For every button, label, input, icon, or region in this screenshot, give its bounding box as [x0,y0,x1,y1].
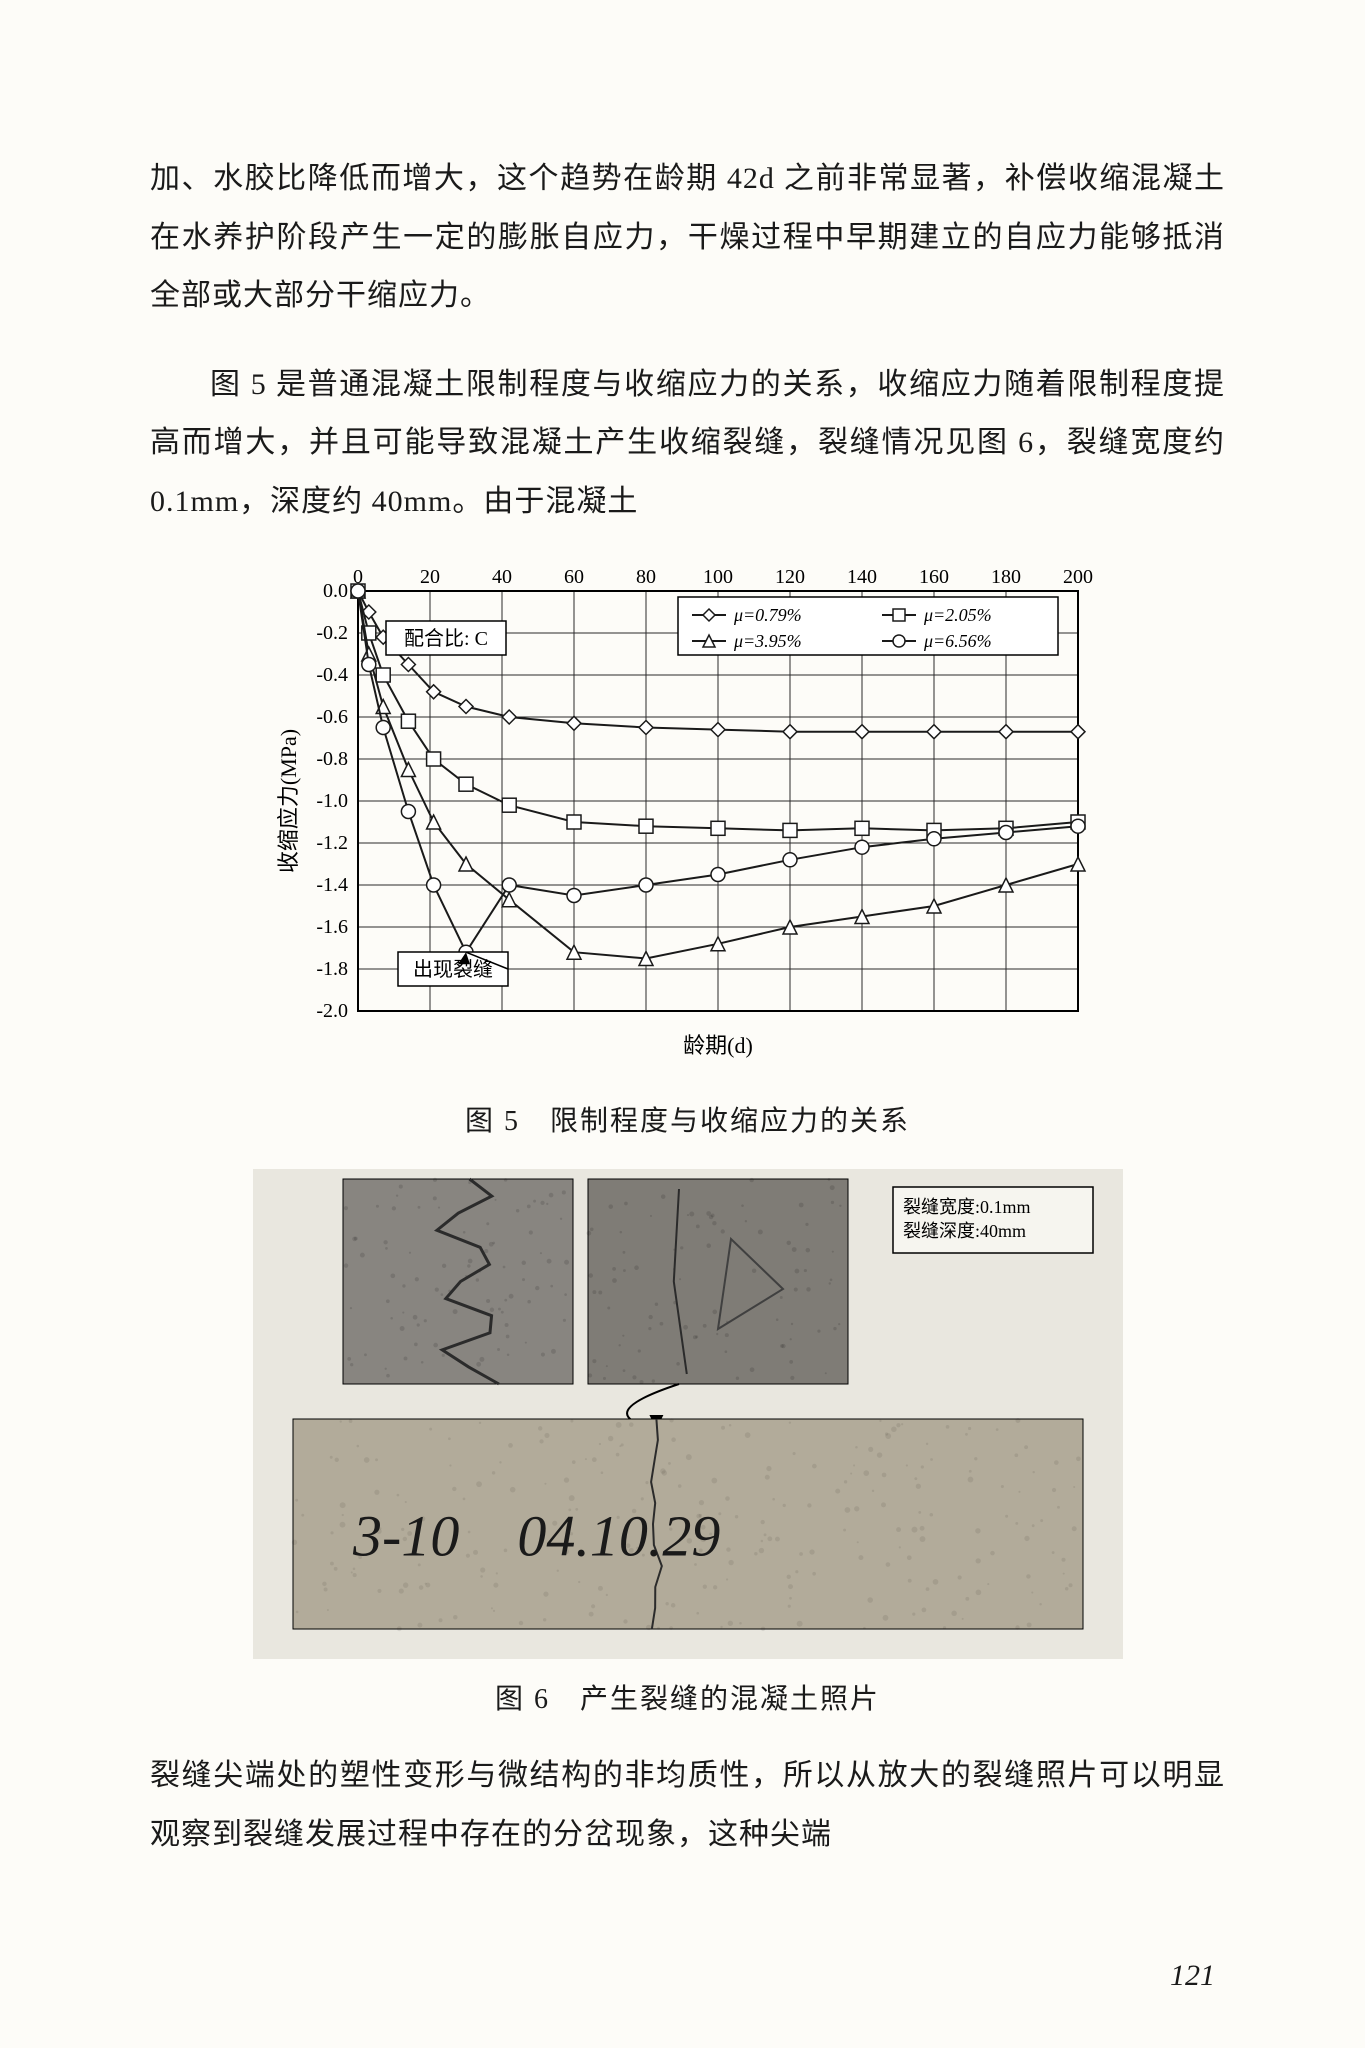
svg-text:100: 100 [703,566,733,588]
svg-text:20: 20 [420,566,440,588]
svg-text:龄期(d): 龄期(d) [683,1033,753,1058]
svg-text:出现裂缝: 出现裂缝 [413,958,493,981]
svg-text:μ=2.05%: μ=2.05% [923,605,992,625]
svg-text:配合比: C: 配合比: C [404,627,488,650]
svg-text:-0.8: -0.8 [316,748,348,770]
svg-text:μ=3.95%: μ=3.95% [733,631,802,651]
svg-text:裂缝宽度:0.1mm: 裂缝宽度:0.1mm [903,1197,1031,1217]
svg-text:裂缝深度:40mm: 裂缝深度:40mm [903,1221,1026,1241]
page: 加、水胶比降低而增大，这个趋势在龄期 42d 之前非常显著，补偿收缩混凝土在水养… [0,0,1365,2048]
svg-text:-0.2: -0.2 [316,622,348,644]
svg-text:-0.6: -0.6 [316,706,348,728]
chart-fig5: 0204060801001201401601802000.0-0.2-0.4-0… [258,561,1118,1081]
svg-text:180: 180 [991,566,1021,588]
svg-text:200: 200 [1063,566,1093,588]
svg-text:140: 140 [847,566,877,588]
svg-text:-1.8: -1.8 [316,958,348,980]
fig6-caption: 图 6 产生裂缝的混凝土照片 [150,1677,1225,1717]
paragraph-3: 裂缝尖端处的塑性变形与微结构的非均质性，所以从放大的裂缝照片可以明显观察到裂缝发… [150,1747,1225,1864]
svg-text:-2.0: -2.0 [316,1000,348,1022]
svg-text:40: 40 [492,566,512,588]
fig5-caption: 图 5 限制程度与收缩应力的关系 [150,1099,1225,1139]
svg-text:-1.4: -1.4 [316,874,348,896]
svg-text:3-10 04.10.29: 3-10 04.10.29 [352,1504,720,1569]
page-number: 121 [1170,1959,1215,1993]
paragraph-2: 图 5 是普通混凝土限制程度与收缩应力的关系，收缩应力随着限制程度提高而增大，并… [150,356,1225,532]
svg-text:μ=0.79%: μ=0.79% [733,605,802,625]
svg-text:80: 80 [636,566,656,588]
svg-text:-1.6: -1.6 [316,916,348,938]
svg-text:60: 60 [564,566,584,588]
figure-6: 裂缝宽度:0.1mm 裂缝深度:40mm 3-10 04.10.29 图 6 产生裂… [150,1169,1225,1717]
svg-text:0.0: 0.0 [323,580,348,602]
svg-text:-0.4: -0.4 [316,664,348,686]
svg-text:收缩应力(MPa): 收缩应力(MPa) [276,729,301,873]
svg-text:-1.0: -1.0 [316,790,348,812]
svg-text:-1.2: -1.2 [316,832,348,854]
figure-5: 0204060801001201401601802000.0-0.2-0.4-0… [150,561,1225,1139]
photo-fig6: 裂缝宽度:0.1mm 裂缝深度:40mm 3-10 04.10.29 [253,1169,1123,1659]
svg-text:120: 120 [775,566,805,588]
svg-text:160: 160 [919,566,949,588]
svg-text:μ=6.56%: μ=6.56% [923,631,992,651]
paragraph-1: 加、水胶比降低而增大，这个趋势在龄期 42d 之前非常显著，补偿收缩混凝土在水养… [150,150,1225,326]
